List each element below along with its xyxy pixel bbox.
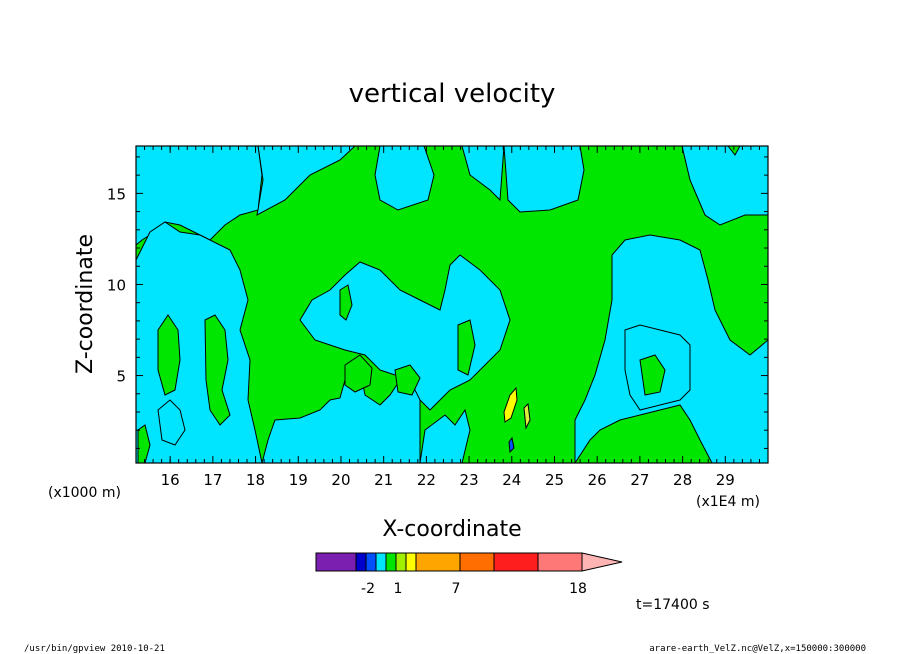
colorbar-segment xyxy=(415,552,461,572)
x-tick-label: 26 xyxy=(588,471,607,489)
y-tick-label: 15 xyxy=(107,185,126,203)
colorbar-segment xyxy=(459,552,495,572)
colorbar-segment xyxy=(395,552,407,572)
x-tick-label: 16 xyxy=(161,471,180,489)
y-axis-ticks: 5 10 15 xyxy=(107,156,768,449)
x-tick-label: 28 xyxy=(673,471,692,489)
x-tick-label: 19 xyxy=(289,471,308,489)
green-island-8 xyxy=(339,284,353,321)
cyan-region-top-center-right xyxy=(503,146,585,213)
x-tick-label: 24 xyxy=(502,471,521,489)
colorbar-extend-arrow xyxy=(581,552,623,572)
colorbar-segment xyxy=(365,552,377,572)
green-island-4 xyxy=(394,364,421,396)
colorbar-segment xyxy=(375,552,387,572)
colorbar-segment xyxy=(405,552,417,572)
x-tick-label: 18 xyxy=(246,471,265,489)
x-tick-label: 23 xyxy=(460,471,479,489)
footer-left: /usr/bin/gpview 2010-10-21 xyxy=(24,644,165,654)
x-tick-label: 22 xyxy=(417,471,436,489)
x-tick-label: 20 xyxy=(331,471,350,489)
colorbar-tick-label: 7 xyxy=(452,581,461,597)
cyan-region-top-right xyxy=(620,146,768,226)
time-label: t=17400 s xyxy=(636,597,710,613)
colorbar-segment xyxy=(385,552,397,572)
plot-area xyxy=(136,146,768,463)
colorbar-tick-label: 18 xyxy=(569,581,587,597)
x-tick-label: 21 xyxy=(374,471,393,489)
cyan-region-top-left xyxy=(136,146,435,216)
cyan-region-bottom-left-patches xyxy=(157,399,186,446)
cyan-regions xyxy=(136,146,768,463)
light-yellow-region xyxy=(523,402,531,430)
x-tick-label: 25 xyxy=(545,471,564,489)
yellow-region xyxy=(503,386,518,423)
x-scale-note: (x1E4 m) xyxy=(696,494,760,510)
colorbar-segment xyxy=(355,552,367,572)
y-tick-label: 10 xyxy=(107,276,126,294)
green-island-2 xyxy=(204,314,231,426)
colorbar-tick-label: -2 xyxy=(361,581,375,597)
green-island-3 xyxy=(344,354,373,393)
x-tick-label: 17 xyxy=(203,471,222,489)
colorbar-segment xyxy=(315,552,357,572)
green-island-7 xyxy=(137,424,151,463)
green-island-5 xyxy=(457,319,476,376)
colorbar-segment xyxy=(537,552,583,572)
colorbar-tick-label: 1 xyxy=(394,581,403,597)
x-axis-label: X-coordinate xyxy=(382,517,521,542)
green-islands xyxy=(137,284,666,463)
blue-region xyxy=(508,436,515,454)
footer-right: arare-earth_VelZ.nc@VelZ,x=150000:300000 xyxy=(649,644,866,654)
y-scale-note: (x1000 m) xyxy=(48,485,121,501)
y-tick-label: 5 xyxy=(116,368,126,386)
colorbar-segment xyxy=(493,552,539,572)
colorbar: -2 1 7 18 xyxy=(315,552,623,597)
x-tick-label: 29 xyxy=(716,471,735,489)
x-axis-ticks: 16 17 18 19 20 21 22 23 24 25 26 27 28 29 xyxy=(144,146,760,489)
cyan-region-top-mid xyxy=(461,146,505,202)
x-tick-label: 27 xyxy=(630,471,649,489)
cyan-region-center-upper xyxy=(299,254,511,411)
cyan-region-lower-mid xyxy=(419,408,471,463)
green-island-1 xyxy=(157,314,181,396)
y-axis-label: Z-coordinate xyxy=(73,234,98,374)
chart-title: vertical velocity xyxy=(349,79,556,109)
green-island-6 xyxy=(639,354,666,396)
